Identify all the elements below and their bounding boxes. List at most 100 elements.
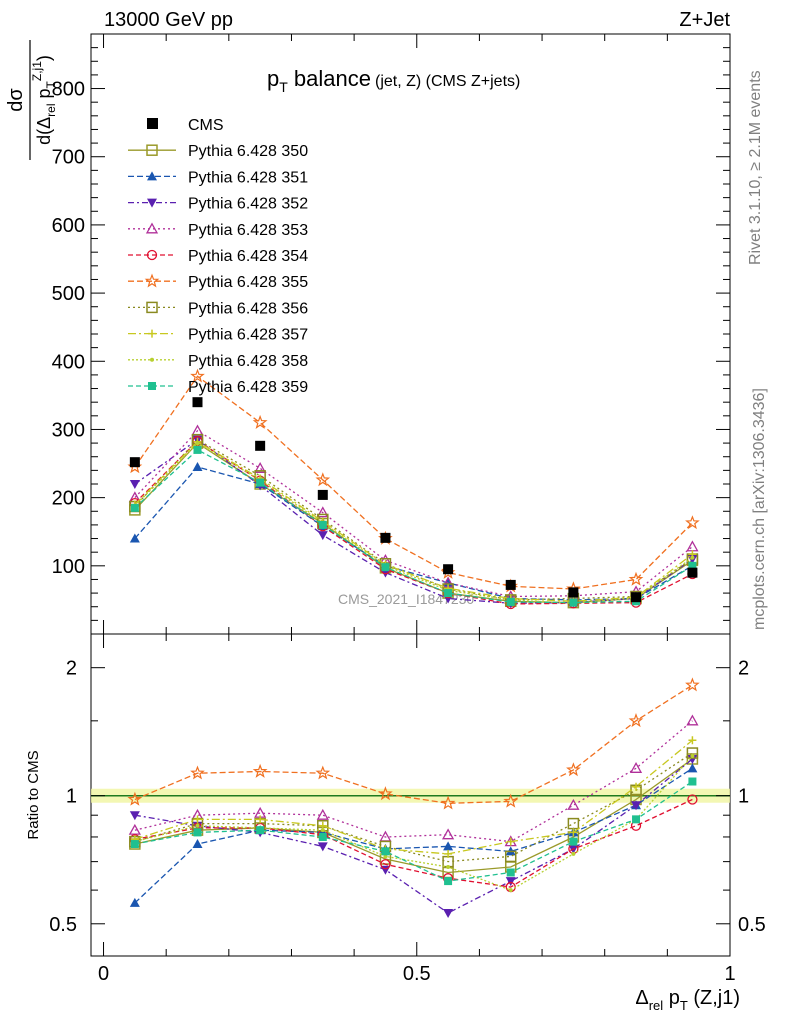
ratio-series-point [569, 837, 578, 846]
ratio-ytick-label-left: 2 [66, 658, 77, 680]
main-series-point [318, 520, 327, 529]
cms-data-point [568, 587, 579, 598]
ratio-series-point [256, 826, 265, 835]
legend-marker [145, 222, 159, 234]
x-axis-label: Δrel pT (Z,j1) [635, 987, 740, 1013]
ratio-series-line [134, 767, 693, 904]
legend-marker [148, 329, 156, 338]
main-series-line [134, 440, 693, 605]
legend-label: Pythia 6.428 356 [188, 300, 308, 317]
legend-marker-cms [147, 118, 158, 129]
ratio-y-axis: 0.5 0.5 1 1 2 2 [49, 658, 766, 936]
ratio-series-point [687, 763, 698, 773]
main-series-line [134, 442, 693, 604]
ratio-series-point [383, 854, 388, 859]
ratio-series-point [567, 798, 580, 810]
legend-marker [150, 357, 154, 362]
main-series-point [130, 503, 139, 512]
legend-marker [146, 249, 158, 261]
ratio-series-point [571, 851, 576, 856]
svg-text:dσ: dσ [5, 88, 27, 112]
ratio-series-point [690, 753, 695, 758]
ratio-series-point [628, 713, 644, 728]
ratio-series-point [380, 859, 391, 870]
legend-marker [147, 171, 157, 181]
legend-label: Pythia 6.428 351 [188, 169, 308, 186]
legend: CMS Pythia 6.428 350 Pythia 6.428 351 Pythi… [128, 117, 308, 396]
cms-data-point [317, 489, 328, 500]
ratio-ytick-label-right: 1 [738, 786, 749, 808]
ratio-series-line [134, 684, 693, 804]
main-series-point [688, 561, 697, 570]
ratio-series-point [444, 877, 453, 886]
x-axis: 0 0.5 1 [98, 34, 736, 985]
rivet-label: Rivet 3.1.10, ≥ 2.1M events [747, 70, 764, 265]
main-series-line [134, 375, 693, 590]
ratio-series-line [134, 755, 693, 891]
xtick-label: 1 [724, 963, 735, 985]
ratio-series-point [317, 842, 328, 852]
ratio-series-point [506, 868, 515, 877]
ratio-series-line [134, 758, 693, 914]
legend-label: Pythia 6.428 353 [188, 222, 308, 239]
ratio-series-point [127, 791, 143, 806]
ratio-series-point [504, 850, 517, 863]
main-series-point [193, 445, 202, 454]
ratio-series-line [134, 758, 693, 874]
main-series-line [134, 449, 693, 604]
main-panel-frame [90, 33, 731, 635]
main-series-line [134, 442, 693, 604]
ratio-series-point [631, 801, 642, 811]
main-series-point [690, 555, 695, 560]
ratio-series-point [318, 832, 327, 841]
main-series-point [129, 533, 140, 543]
legend-marker [147, 198, 157, 208]
main-series-point [192, 461, 203, 471]
ratio-series-point [195, 823, 200, 828]
ratio-series-point [566, 762, 581, 777]
ratio-series-point [632, 815, 641, 824]
ratio-series-point [505, 877, 516, 887]
main-series-line [134, 466, 693, 601]
header-energy: 13000 GeV pp [104, 9, 233, 31]
main-series-point [315, 472, 331, 487]
main-series-line [134, 438, 693, 604]
ratio-series-point [686, 714, 699, 726]
main-y-label: dσ d(Δrel pTZ,j1) [5, 40, 58, 160]
ratio-ytick-label-left: 0.5 [49, 914, 77, 936]
ratio-series-point [190, 765, 205, 780]
ratio-series-point [256, 815, 265, 824]
main-series-point [256, 478, 265, 487]
main-ytick-label: 500 [52, 283, 85, 305]
main-ytick-label: 700 [52, 147, 85, 169]
main-series-point [569, 598, 578, 607]
ratio-series-point [316, 808, 329, 820]
ratio-series-point [444, 849, 453, 858]
ratio-series-point [632, 782, 641, 791]
main-y-axis: 100 200 300 400 500 600 700 800 [52, 47, 730, 621]
ratio-ytick-label-right: 2 [738, 658, 749, 680]
legend-label: Pythia 6.428 350 [188, 143, 308, 160]
legend-label: Pythia 6.428 355 [188, 274, 308, 291]
main-series-line [134, 440, 693, 602]
main-series-point [628, 571, 644, 586]
plot-title: pT balance (jet, Z) (CMS Z+jets) [267, 66, 520, 95]
main-ytick-label: 200 [52, 488, 85, 510]
cms-data-point [255, 440, 266, 451]
main-series-point [317, 531, 328, 541]
cms-data-point [192, 397, 203, 408]
main-series-point [381, 563, 390, 572]
ratio-series-point [378, 786, 393, 801]
main-series-point [444, 589, 453, 598]
legend-marker [144, 273, 160, 288]
ratio-series-point [567, 817, 580, 830]
xtick-label: 0 [98, 963, 109, 985]
main-ytick-label: 600 [52, 215, 85, 237]
ratio-series-point [193, 815, 202, 824]
cms-data-point [631, 592, 642, 603]
svg-text:d(Δrel pTZ,j1): d(Δrel pTZ,j1) [30, 55, 58, 145]
main-series-point [685, 515, 700, 530]
ratio-series-point [129, 897, 140, 907]
legend-label: Pythia 6.428 359 [188, 379, 308, 396]
ratio-series-point [503, 793, 519, 808]
